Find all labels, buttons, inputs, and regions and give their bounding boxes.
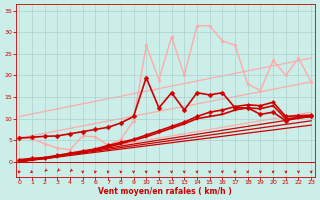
X-axis label: Vent moyen/en rafales ( km/h ): Vent moyen/en rafales ( km/h ) — [98, 187, 232, 196]
